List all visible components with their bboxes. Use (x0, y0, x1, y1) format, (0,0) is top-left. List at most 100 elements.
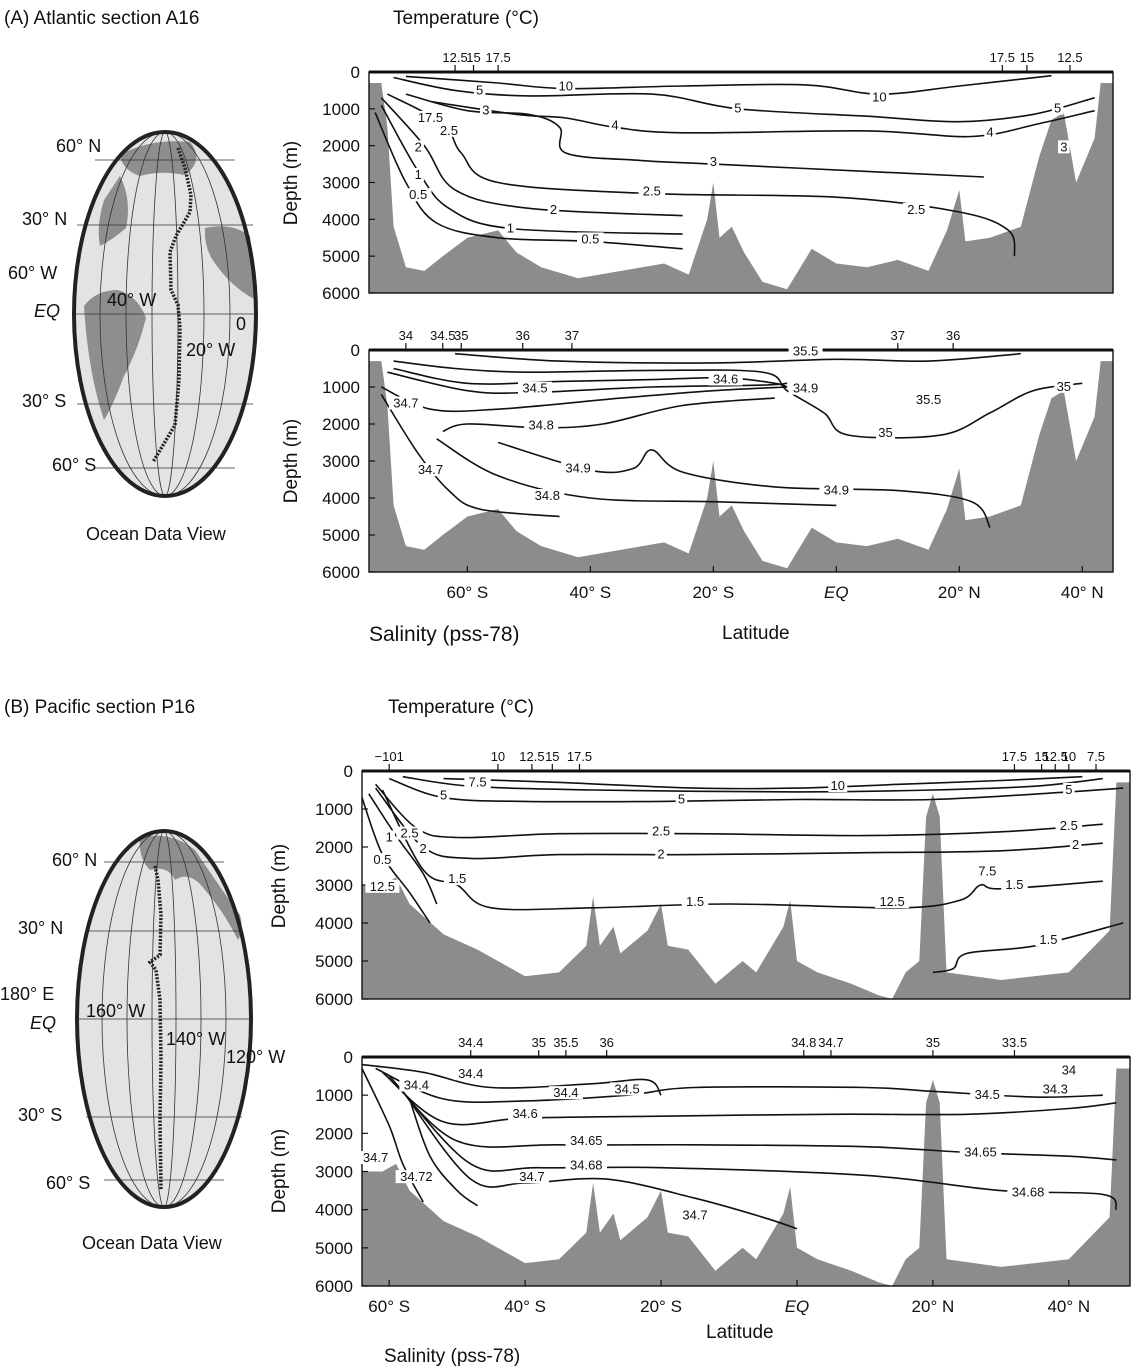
contour-label-halo (565, 1158, 608, 1172)
contour-label-halo (577, 232, 604, 246)
contour-label-halo (1035, 933, 1062, 946)
contour-label: 5 (734, 101, 741, 116)
section-b-temp-ylabel: Depth (m) (269, 844, 290, 928)
contour-label: 34.5 (522, 381, 547, 396)
y-tick-label: 3000 (322, 174, 360, 193)
contour-label-halo (681, 895, 709, 908)
contour-label: 34.68 (570, 1158, 603, 1173)
contour-label-halo (556, 79, 576, 93)
y-tick-label: 1000 (322, 378, 360, 397)
isoline-35_5 (455, 352, 1021, 364)
contour-label: 34.3 (1043, 1081, 1068, 1096)
map-a-cruise-track (151, 147, 193, 463)
x-tick-label: 60° S (368, 1297, 410, 1316)
y-tick-label: 5000 (322, 247, 360, 266)
contour-label-halo (396, 826, 423, 840)
contour-label: 35.5 (916, 392, 941, 407)
contour-label-halo (959, 1145, 1002, 1159)
section-b-xlabel: Latitude (706, 1322, 774, 1343)
contour-label-halo (902, 202, 930, 216)
contour-label-halo (1058, 140, 1070, 154)
contour-label: 1 (386, 829, 393, 844)
contour-label-halo (524, 418, 559, 432)
map-a-label-30s: 30° S (22, 391, 66, 411)
contour-label-halo (518, 381, 553, 395)
isoline-7_5 (402, 775, 1103, 793)
contour-label-halo (417, 841, 429, 855)
contour-label-halo (1054, 379, 1074, 393)
contour-label: 34.6 (512, 1106, 537, 1121)
top-contour-label: 34.5 (430, 328, 455, 343)
contour-label: 2.5 (401, 826, 419, 841)
y-tick-label: 4000 (322, 489, 360, 508)
contour-label-halo (610, 1082, 645, 1096)
map-b-label-eq: EQ (30, 1013, 56, 1033)
map-a-label-eq: EQ (34, 301, 60, 321)
top-contour-label: 36 (599, 1035, 613, 1050)
isoline-2 (374, 787, 1103, 860)
contour-label: 4 (986, 125, 993, 140)
top-contour-label: 33.5 (1002, 1035, 1027, 1050)
contour-label: 5 (476, 82, 483, 97)
top-contour-label: 37 (891, 328, 905, 343)
map-a-label-0: 0 (236, 314, 246, 334)
top-contour-label: 17.5 (567, 749, 592, 764)
atlantic-map: 60° N 30° N 60° W EQ 40° W 0 20° W 30° S… (8, 130, 258, 544)
map-b-caption: Ocean Data View (82, 1233, 223, 1253)
contour-label-halo (548, 1086, 583, 1100)
contour-label-halo (911, 392, 946, 406)
contour-label-halo (1055, 819, 1083, 832)
y-tick-label: 2000 (315, 1124, 353, 1143)
contour-label: 7.5 (978, 864, 996, 879)
top-contour-label: 12.5 (442, 50, 467, 65)
contour-label-halo (970, 1088, 1005, 1102)
contour-label-halo (369, 853, 396, 867)
contour-label-halo (388, 396, 423, 410)
top-contour-label: 35 (531, 1035, 545, 1050)
contour-label-halo (413, 463, 448, 477)
x-tick-label: EQ (785, 1297, 810, 1316)
contour-label-halo (875, 895, 910, 908)
contour-label-halo (395, 1170, 438, 1184)
contour-label-halo (480, 103, 492, 117)
contour-label: 10 (831, 778, 845, 793)
contour-label: 34.6 (713, 371, 738, 386)
contour-label: 1.5 (686, 894, 704, 909)
contour-label: 2 (550, 202, 557, 217)
top-contour-label: 15 (1034, 749, 1048, 764)
map-b-label-120w: 120° W (226, 1047, 285, 1067)
contour-label: 34.9 (793, 381, 818, 396)
y-tick-label: 0 (351, 63, 360, 82)
y-tick-label: 5000 (315, 952, 353, 971)
contour-label-halo (1038, 1082, 1073, 1096)
top-contour-label: 34 (399, 328, 413, 343)
top-contour-label: 10 (1062, 749, 1076, 764)
map-b-outline (75, 829, 253, 1209)
contour-label: 1.5 (1005, 877, 1023, 892)
contour-label-halo (788, 344, 823, 358)
contour-label-halo (875, 426, 895, 440)
bathymetry (369, 83, 1113, 293)
top-contour-label: 35.5 (553, 1035, 578, 1050)
isoline-34_72 (408, 1098, 478, 1207)
top-contour-label: 15 (466, 50, 480, 65)
contour-label: 35 (1057, 379, 1071, 394)
y-tick-label: 2000 (315, 838, 353, 857)
top-contour-label: 36 (946, 328, 960, 343)
y-tick-label: 1000 (315, 1086, 353, 1105)
contour-label: 2 (657, 847, 664, 862)
contour-label: 34.4 (458, 1066, 483, 1081)
contour-label-halo (708, 372, 743, 386)
y-tick-label: 5000 (322, 526, 360, 545)
section-b-temp-title: Temperature (°C) (388, 697, 534, 718)
contour-label: 35 (878, 425, 892, 440)
top-contour-label: 34.8 (791, 1035, 816, 1050)
x-tick-label: 20° N (912, 1297, 955, 1316)
map-a-label-20w: 20° W (186, 340, 235, 360)
y-tick-label: 4000 (315, 914, 353, 933)
contour-label-halo (464, 775, 491, 789)
isoline-34_8 (436, 438, 837, 507)
contour-label: 10 (872, 90, 886, 105)
